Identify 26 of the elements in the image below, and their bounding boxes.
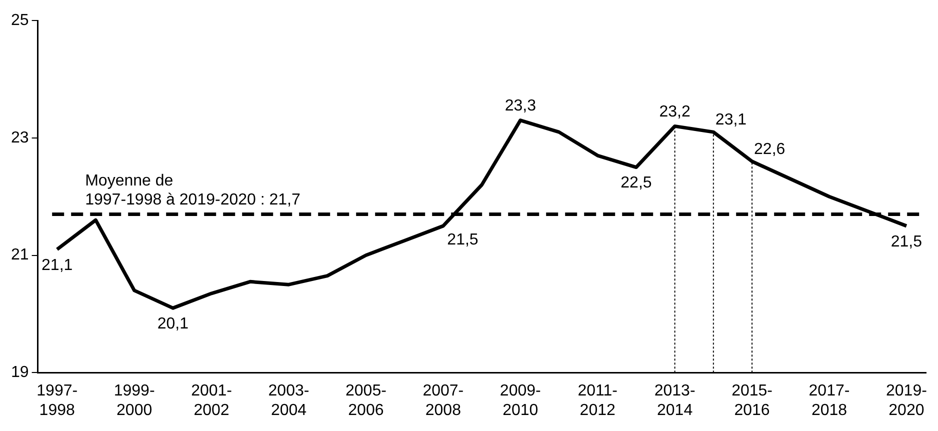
data-label: 23,2 <box>659 104 690 121</box>
y-tick-label: 25 <box>11 12 29 30</box>
ref-line-label: Moyenne de 1997-1998 à 2019-2020 : 21,7 <box>85 172 300 209</box>
x-tick-label: 2011-2012 <box>578 382 618 419</box>
x-tick-label: 2013-2014 <box>654 382 696 419</box>
x-tick-label: 2015-2016 <box>732 382 772 419</box>
data-label: 22,5 <box>620 174 652 192</box>
x-tick-label: 2005-2006 <box>345 382 386 419</box>
data-label: 21,5 <box>447 231 478 248</box>
x-tick-label: 2009-2010 <box>500 382 541 419</box>
data-label: 23,3 <box>504 98 536 115</box>
y-tick-label: 19 <box>11 364 29 382</box>
x-tick-label: 2007-2008 <box>422 382 464 419</box>
x-tick-label: 2017-2018 <box>808 382 850 419</box>
x-tick-label: 2001-2002 <box>191 382 232 419</box>
data-label: 23,1 <box>715 111 747 128</box>
data-label: 21,1 <box>42 256 73 274</box>
x-tick-label: 2019-2020 <box>886 382 927 419</box>
x-tick-label: 1999-2000 <box>114 382 155 419</box>
y-tick-label: 23 <box>11 129 29 146</box>
data-label: 22,6 <box>754 140 786 158</box>
data-label: 21,5 <box>890 233 922 250</box>
x-tick-label: 2003-2004 <box>268 382 310 419</box>
y-tick-label: 21 <box>11 246 29 264</box>
data-label: 20,1 <box>157 315 189 332</box>
x-tick-label: 1997-1998 <box>36 382 78 419</box>
